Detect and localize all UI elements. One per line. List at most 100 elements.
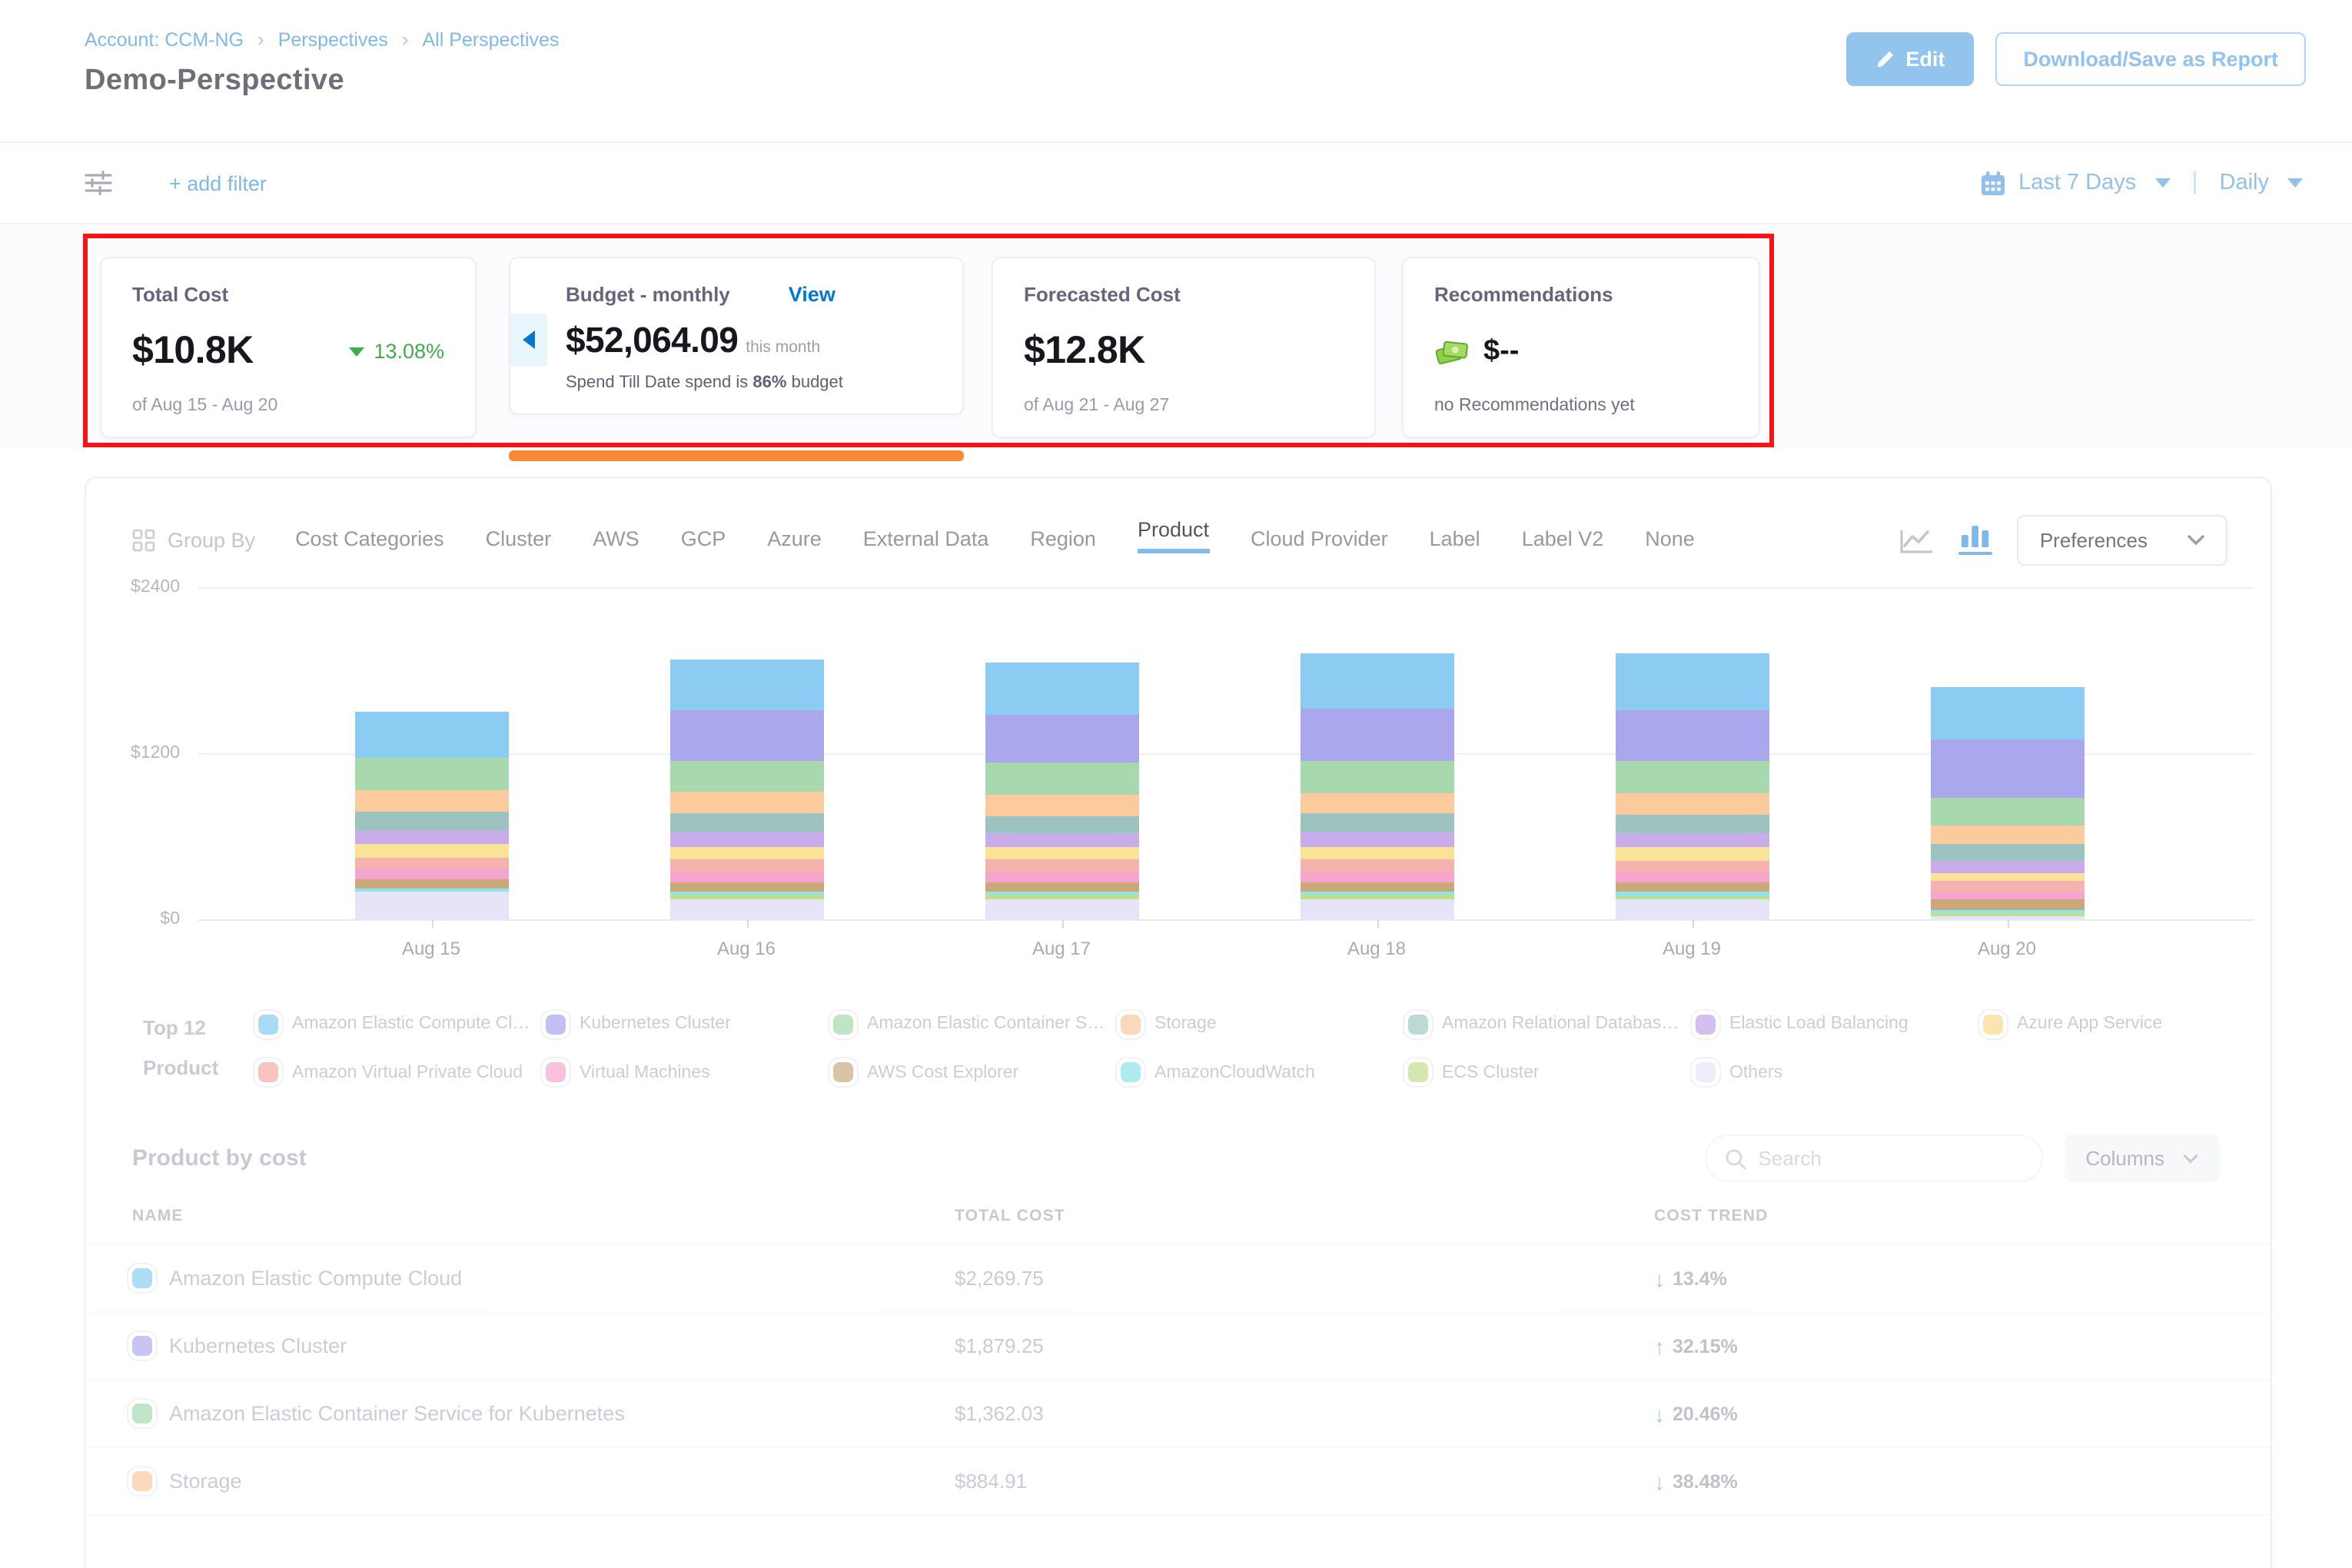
chart-bar-segment-amazon-elastic-compute-cloud[interactable] bbox=[985, 662, 1138, 715]
chart-bar-segment-kubernetes-cluster[interactable] bbox=[1615, 710, 1769, 762]
legend-item-virtual-machines[interactable]: Virtual Machines bbox=[546, 1062, 833, 1083]
chart-bar-segment-amazon-relational-database-service[interactable] bbox=[1300, 813, 1453, 832]
legend-item-amazon-elastic-container-se[interactable]: Amazon Elastic Container Se... bbox=[833, 1014, 1121, 1035]
chart-bar-segment-amazon-virtual-private-cloud[interactable] bbox=[354, 857, 508, 869]
chart-bar-segment-elastic-load-balancing[interactable] bbox=[1300, 832, 1453, 847]
chart-bar-segment-storage[interactable] bbox=[354, 790, 508, 812]
chart-bar-aug-16[interactable] bbox=[669, 659, 823, 919]
chart-bar-segment-storage[interactable] bbox=[1615, 793, 1769, 815]
chart-bar-aug-17[interactable] bbox=[985, 662, 1138, 919]
chart-bar-segment-amazoncloudwatch[interactable] bbox=[669, 891, 823, 895]
chart-bar-segment-amazon-relational-database-service[interactable] bbox=[1615, 814, 1769, 833]
breadcrumb-account[interactable]: Account: CCM-NG bbox=[85, 28, 244, 50]
legend-item-amazon-virtual-private-cloud[interactable]: Amazon Virtual Private Cloud bbox=[258, 1062, 546, 1083]
chart-bar-segment-kubernetes-cluster[interactable] bbox=[669, 710, 823, 761]
groupby-tab-gcp[interactable]: GCP bbox=[680, 527, 726, 550]
bar-chart-toggle[interactable] bbox=[1958, 525, 1992, 556]
col-header-cost-trend[interactable]: COST TREND bbox=[1654, 1207, 1769, 1225]
chart-bar-segment-aws-cost-explorer[interactable] bbox=[985, 882, 1138, 892]
groupby-tab-label[interactable]: Label bbox=[1429, 527, 1480, 550]
chart-bar-segment-virtual-machines[interactable] bbox=[985, 871, 1138, 882]
chart-bar-segment-aws-cost-explorer[interactable] bbox=[354, 879, 508, 889]
legend-item-storage[interactable]: Storage bbox=[1121, 1014, 1408, 1035]
legend-item-azure-app-service[interactable]: Azure App Service bbox=[1983, 1014, 2271, 1035]
legend-item-kubernetes-cluster[interactable]: Kubernetes Cluster bbox=[546, 1014, 833, 1035]
chart-bar-segment-kubernetes-cluster[interactable] bbox=[985, 714, 1138, 763]
chart-bar-segment-storage[interactable] bbox=[1300, 792, 1453, 814]
groupby-tab-cluster[interactable]: Cluster bbox=[485, 527, 552, 550]
chart-bar-segment-azure-app-service[interactable] bbox=[985, 847, 1138, 860]
chart-bar-segment-amazoncloudwatch[interactable] bbox=[985, 891, 1138, 895]
filter-sliders-icon[interactable] bbox=[85, 171, 114, 195]
chart-bar-segment-aws-cost-explorer[interactable] bbox=[1930, 899, 2084, 910]
breadcrumb-perspectives[interactable]: Perspectives bbox=[277, 28, 388, 50]
chart-bar-segment-ecs-cluster[interactable] bbox=[1930, 912, 2084, 916]
chart-bar-segment-amazon-elastic-container-service-for-kubernetes[interactable] bbox=[985, 762, 1138, 796]
granularity-dropdown[interactable]: Daily bbox=[2219, 171, 2269, 195]
chart-bar-segment-azure-app-service[interactable] bbox=[1300, 846, 1453, 860]
chart-bar-aug-19[interactable] bbox=[1615, 653, 1769, 919]
groupby-tab-label-v2[interactable]: Label V2 bbox=[1521, 527, 1604, 550]
chart-bar-segment-aws-cost-explorer[interactable] bbox=[1300, 882, 1453, 892]
chart-bar-segment-elastic-load-balancing[interactable] bbox=[669, 832, 823, 847]
chart-bar-segment-amazon-elastic-container-service-for-kubernetes[interactable] bbox=[354, 757, 508, 791]
chart-bar-segment-storage[interactable] bbox=[669, 792, 823, 814]
chart-bar-segment-amazon-relational-database-service[interactable] bbox=[1930, 843, 2084, 861]
chart-bar-segment-virtual-machines[interactable] bbox=[1300, 871, 1453, 882]
preferences-dropdown[interactable]: Preferences bbox=[2016, 515, 2227, 566]
chart-bar-segment-amazon-virtual-private-cloud[interactable] bbox=[1930, 881, 2084, 892]
legend-item-elastic-load-balancing[interactable]: Elastic Load Balancing bbox=[1696, 1014, 1983, 1035]
chart-bar-segment-amazon-elastic-container-service-for-kubernetes[interactable] bbox=[1300, 761, 1453, 793]
table-row-amazon-elastic-compute-cloud[interactable]: Amazon Elastic Compute Cloud $2,269.75 ↓ 13… bbox=[86, 1245, 2271, 1313]
table-row-amazon-elastic-container-service-for-kubernetes[interactable]: Amazon Elastic Container Service for Kub… bbox=[86, 1380, 2271, 1448]
groupby-tab-azure[interactable]: Azure bbox=[767, 527, 822, 550]
legend-item-ecs-cluster[interactable]: ECS Cluster bbox=[1408, 1062, 1696, 1083]
groupby-tab-external-data[interactable]: External Data bbox=[862, 527, 989, 550]
chart-bar-segment-amazon-elastic-container-service-for-kubernetes[interactable] bbox=[1615, 761, 1769, 794]
date-range-dropdown[interactable]: Last 7 Days bbox=[2018, 171, 2137, 195]
chart-bar-segment-elastic-load-balancing[interactable] bbox=[1615, 832, 1769, 848]
chart-bar-segment-amazoncloudwatch[interactable] bbox=[354, 888, 508, 892]
budget-view-link[interactable]: View bbox=[788, 283, 835, 306]
download-save-report-button[interactable]: Download/Save as Report bbox=[1995, 32, 2306, 86]
chart-bar-segment-aws-cost-explorer[interactable] bbox=[1615, 882, 1769, 892]
chart-bar-segment-azure-app-service[interactable] bbox=[354, 843, 508, 858]
line-chart-toggle[interactable] bbox=[1900, 528, 1934, 553]
chart-bar-segment-virtual-machines[interactable] bbox=[669, 871, 823, 882]
col-header-name[interactable]: NAME bbox=[132, 1207, 184, 1225]
add-filter-button[interactable]: + add filter bbox=[169, 171, 267, 194]
chart-bar-segment-amazon-elastic-compute-cloud[interactable] bbox=[354, 712, 508, 758]
edit-button[interactable]: Edit bbox=[1845, 32, 1975, 86]
groupby-tab-product[interactable]: Product bbox=[1137, 518, 1209, 553]
chart-bar-segment-storage[interactable] bbox=[1930, 826, 2084, 844]
chart-bar-segment-azure-app-service[interactable] bbox=[669, 846, 823, 860]
chart-bar-segment-amazon-virtual-private-cloud[interactable] bbox=[985, 859, 1138, 872]
chart-bar-segment-amazon-elastic-compute-cloud[interactable] bbox=[1300, 653, 1453, 709]
chart-bar-aug-18[interactable] bbox=[1300, 653, 1453, 919]
chart-bar-segment-virtual-machines[interactable] bbox=[354, 869, 508, 879]
chart-bar-segment-others[interactable] bbox=[354, 892, 508, 919]
chart-bar-segment-kubernetes-cluster[interactable] bbox=[1300, 708, 1453, 762]
chart-bar-segment-storage[interactable] bbox=[985, 795, 1138, 816]
groupby-tab-region[interactable]: Region bbox=[1030, 527, 1096, 550]
chart-bar-segment-amazoncloudwatch[interactable] bbox=[1300, 892, 1453, 895]
chart-bar-segment-amazon-elastic-compute-cloud[interactable] bbox=[1615, 653, 1769, 711]
chart-bar-segment-ecs-cluster[interactable] bbox=[985, 894, 1138, 899]
chart-bar-segment-amazon-elastic-compute-cloud[interactable] bbox=[1930, 686, 2084, 740]
groupby-tab-cost-categories[interactable]: Cost Categories bbox=[295, 527, 444, 550]
chart-bar-aug-15[interactable] bbox=[354, 712, 508, 919]
search-input[interactable] bbox=[1758, 1147, 2005, 1170]
legend-item-aws-cost-explorer[interactable]: AWS Cost Explorer bbox=[833, 1062, 1121, 1083]
chart-bar-segment-amazon-virtual-private-cloud[interactable] bbox=[1300, 859, 1453, 872]
chart-bar-segment-amazon-virtual-private-cloud[interactable] bbox=[1615, 860, 1769, 872]
chart-bar-segment-amazon-elastic-compute-cloud[interactable] bbox=[669, 659, 823, 711]
chart-bar-segment-virtual-machines[interactable] bbox=[1615, 872, 1769, 883]
breadcrumb-all-perspectives[interactable]: All Perspectives bbox=[422, 28, 560, 50]
chart-bar-segment-ecs-cluster[interactable] bbox=[1300, 895, 1453, 899]
col-header-total-cost[interactable]: TOTAL COST bbox=[955, 1207, 1065, 1225]
chart-bar-segment-others[interactable] bbox=[669, 899, 823, 919]
chart-bar-segment-others[interactable] bbox=[1930, 915, 2084, 919]
legend-item-amazon-elastic-compute-clo[interactable]: Amazon Elastic Compute Clo... bbox=[258, 1014, 546, 1035]
legend-item-others[interactable]: Others bbox=[1696, 1062, 1983, 1083]
chart-bar-segment-elastic-load-balancing[interactable] bbox=[354, 829, 508, 844]
